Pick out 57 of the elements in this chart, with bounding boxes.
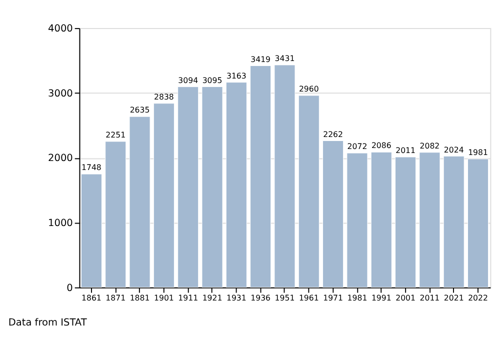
x-tick-label: 1921: [202, 294, 222, 303]
bar: [202, 86, 223, 288]
y-tick-label: 4000: [48, 24, 73, 35]
x-tick-label: 2011: [420, 294, 440, 303]
data-label: 1981: [468, 148, 488, 158]
x-tick-label: 1951: [274, 294, 295, 303]
data-label: 2024: [444, 145, 464, 154]
x-tick-label: 1936: [250, 294, 271, 303]
x-tick-label: 2022: [468, 294, 488, 303]
x-tick-label: 1901: [154, 294, 174, 303]
data-label: 2082: [420, 141, 440, 150]
bar: [80, 174, 102, 288]
data-label: 3095: [202, 76, 222, 85]
y-tick-label: 1000: [48, 218, 73, 229]
data-label: 2262: [323, 130, 344, 139]
y-tick-label: 0: [66, 282, 73, 294]
bar: [105, 141, 126, 288]
x-tick-label: 2021: [444, 294, 464, 303]
bar: [153, 103, 174, 288]
y-tick-label: 2000: [48, 153, 73, 164]
x-tick-label: 1931: [226, 294, 246, 303]
x-tick-label: 1911: [178, 294, 198, 303]
bar: [322, 140, 344, 288]
bar: [419, 152, 440, 288]
x-tick-label: 1971: [323, 294, 344, 303]
bar: [226, 82, 247, 288]
x-tick-label: 1871: [106, 294, 126, 303]
bar: [468, 158, 489, 288]
bar: [178, 86, 199, 288]
x-tick-label: 2001: [396, 294, 416, 303]
data-label: 2086: [371, 141, 392, 150]
data-label: 2838: [154, 92, 174, 102]
bar: [346, 152, 368, 288]
x-tick-label: 1991: [371, 294, 392, 303]
data-label: 3419: [250, 54, 271, 64]
bar: [443, 156, 464, 288]
data-label: 3431: [274, 54, 295, 64]
text: Data from ISTAT: [8, 318, 87, 329]
data-label: 2011: [396, 146, 416, 156]
data-label: 3094: [178, 76, 198, 85]
x-tick-label: 1861: [82, 294, 102, 303]
bar: [274, 64, 296, 288]
x-tick-label: 1981: [347, 294, 368, 303]
bar: [298, 95, 320, 288]
data-label: 3163: [226, 71, 246, 80]
bar: [395, 156, 416, 288]
data-label: 1748: [82, 163, 102, 172]
data-label: 2635: [130, 106, 150, 115]
data-label: 2960: [298, 84, 319, 94]
data-label: 2072: [347, 142, 368, 152]
bar: [250, 65, 272, 288]
x-tick-label: 1881: [130, 294, 150, 303]
x-tick-label: 1961: [298, 294, 319, 303]
y-tick-label: 3000: [48, 88, 73, 100]
bar: [370, 152, 392, 288]
bar: [129, 116, 150, 288]
data-label: 2251: [106, 130, 126, 140]
